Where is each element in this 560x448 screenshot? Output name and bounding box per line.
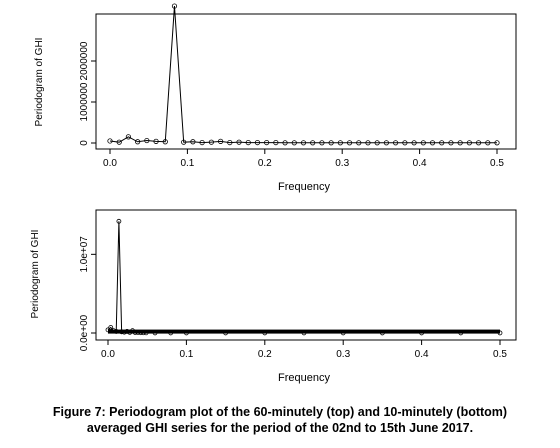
data-point (144, 137, 150, 144)
data-point (319, 140, 325, 146)
y-axis-label-bottom: Periodogram of GHI (30, 230, 41, 319)
data-point (429, 140, 436, 146)
data-marks-top (107, 3, 500, 146)
data-point (383, 140, 389, 146)
data-point (264, 139, 270, 146)
x-tick-label: 0.3 (336, 349, 350, 360)
data-point (116, 139, 122, 145)
data-point (282, 140, 288, 146)
x-tick-label: 0.3 (335, 158, 349, 169)
chart-top: 0.0 0.1 0.2 0.3 0.4 0.5 0 1000000 2000000 Frequ… (34, 3, 517, 193)
data-point (199, 139, 205, 146)
data-point (254, 139, 261, 146)
data-point (116, 218, 122, 224)
data-point (439, 140, 445, 146)
x-tick-label: 0.4 (415, 349, 429, 360)
x-tick-label: 0.4 (413, 158, 427, 169)
data-point (245, 139, 251, 146)
data-point (135, 139, 141, 145)
data-point (153, 138, 159, 144)
x-tick-label: 0.2 (258, 158, 272, 169)
x-tick-label: 0.0 (103, 158, 117, 169)
data-point (291, 140, 297, 146)
data-point (125, 134, 132, 140)
plot-frame-bottom (95, 209, 517, 341)
figure-caption: Figure 7: Periodogram plot of the 60-min… (0, 404, 560, 436)
data-point (356, 140, 362, 146)
x-tick-label: 0.2 (258, 349, 272, 360)
data-point (181, 139, 187, 145)
data-point (494, 140, 500, 146)
y-tick-label: 2000000 (79, 41, 90, 80)
data-point (466, 140, 472, 146)
y-tick-label: 1.0e+07 (79, 236, 90, 273)
x-tick-label: 0.0 (101, 349, 115, 360)
data-point (346, 140, 353, 146)
data-point (365, 140, 371, 146)
data-point (310, 140, 316, 146)
x-tick-label: 0.5 (493, 349, 507, 360)
data-point (374, 140, 380, 146)
data-point (171, 3, 178, 9)
x-tick-label: 0.1 (179, 349, 193, 360)
data-point (273, 139, 279, 146)
data-point (337, 140, 343, 146)
data-point (475, 140, 482, 146)
data-point (107, 138, 113, 144)
x-tick-label: 0.5 (490, 158, 504, 169)
y-tick-label: 1000000 (79, 82, 90, 121)
x-axis-label-top: Frequency (278, 181, 330, 193)
y-tick-label: 0.0e+00 (79, 314, 90, 351)
x-axis-bottom: 0.0 0.1 0.2 0.3 0.4 0.5 (101, 340, 507, 360)
y-tick-label: 0 (79, 140, 90, 146)
caption-line-1: Figure 7: Periodogram plot of the 60-min… (52, 405, 508, 419)
x-axis-top: 0.0 0.1 0.2 0.3 0.4 0.5 (103, 149, 504, 169)
data-point (208, 139, 214, 145)
data-point (457, 140, 463, 146)
data-point (190, 139, 196, 145)
data-point (411, 140, 417, 146)
series-line (107, 221, 500, 334)
data-point (485, 140, 491, 146)
plot-frame-top (95, 13, 517, 150)
data-point (236, 139, 242, 145)
data-point (328, 140, 334, 146)
y-axis-bottom: 0.0e+00 1.0e+07 (79, 236, 96, 351)
x-tick-label: 0.1 (180, 158, 194, 169)
chart-bottom: 0.0 0.1 0.2 0.3 0.4 0.5 0.0e+00 1.0e+07 Freque… (30, 209, 517, 384)
data-point (218, 138, 224, 144)
data-point (227, 139, 233, 146)
x-axis-label-bottom: Frequency (278, 372, 330, 384)
data-point (108, 325, 114, 330)
caption-line-2: averaged GHI series for the period of th… (86, 421, 474, 435)
data-point (162, 139, 168, 145)
figure-canvas: 0.0 0.1 0.2 0.3 0.4 0.5 0 1000000 2000000 Frequ… (30, 3, 517, 384)
data-point (420, 140, 426, 146)
data-point (393, 140, 399, 146)
dense-point-band (108, 329, 500, 334)
y-axis-top: 0 1000000 2000000 (79, 41, 96, 146)
data-point (448, 140, 454, 146)
series-line (109, 6, 497, 144)
data-marks-bottom (105, 218, 503, 336)
y-axis-label-top: Periodogram of GHI (34, 38, 45, 127)
data-point (300, 140, 307, 146)
data-point (402, 140, 408, 146)
